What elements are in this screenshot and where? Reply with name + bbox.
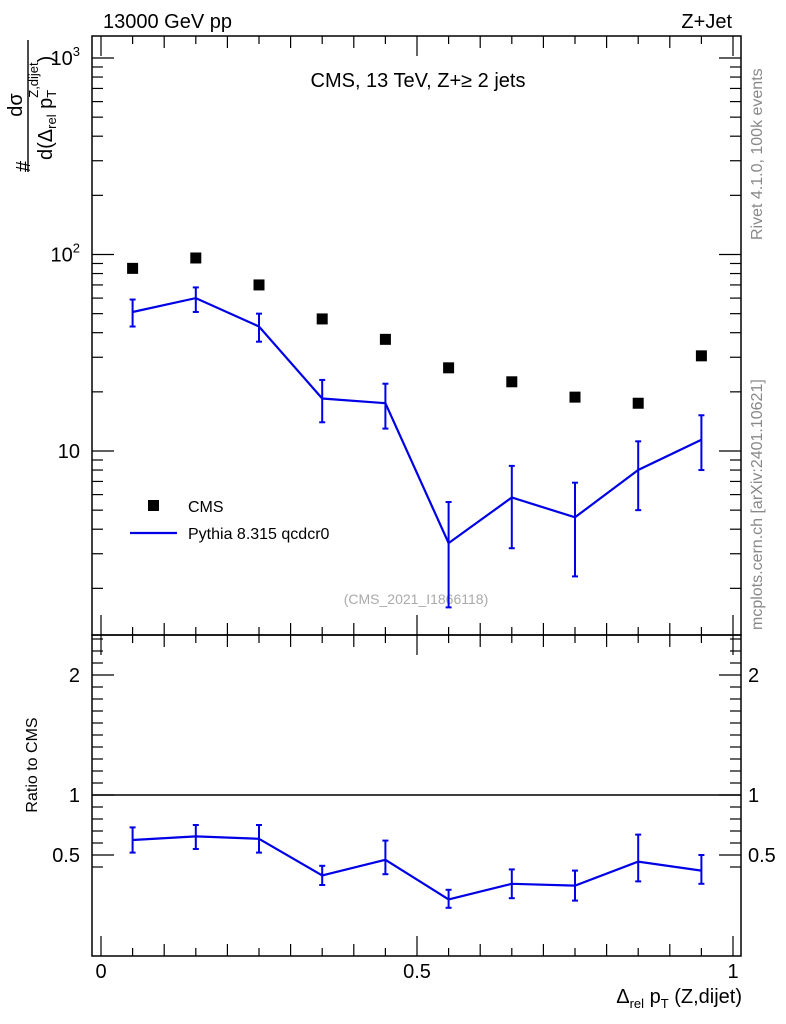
main-panel-frame — [91, 35, 742, 636]
plot-title: CMS, 13 TeV, Z+≥ 2 jets — [311, 70, 526, 92]
ratio-x-tick-labels: 0 0.5 1 — [95, 961, 738, 983]
main-y-tick-labels: 10 102 103 — [51, 44, 80, 463]
cms-data-point — [506, 376, 518, 388]
x-tick-label: 0 — [95, 961, 106, 983]
cms-data-point — [127, 262, 139, 274]
cms-data-point — [443, 362, 455, 374]
legend-cms-marker — [148, 500, 159, 511]
mcplots-label: mcplots.cern.ch [arXiv:2401.10621] — [749, 379, 766, 630]
ratio-pythia-line — [132, 835, 702, 901]
cms-data-point — [316, 313, 328, 325]
main-data-layer — [127, 252, 707, 609]
header-left: 13000 GeV pp — [103, 11, 232, 33]
legend-pythia-label: Pythia 8.315 qcdcr0 — [188, 526, 330, 543]
main-y-tick-label: 10 — [58, 441, 80, 463]
main-axis-ticks — [92, 36, 741, 635]
ratio-y-tick-labels: 0.5 0.5 1 1 2 2 — [52, 665, 776, 867]
main-y-tick-label: 103 — [51, 44, 80, 70]
cms-data-point — [253, 279, 265, 291]
ratio-y-axis-label: Ratio to CMS — [24, 717, 41, 812]
ratio-y-tick-label-right: 2 — [748, 665, 759, 687]
main-y-tick-label: 102 — [51, 241, 80, 267]
y-label-denominator: d(Δrel pTZ,dijet) — [26, 56, 59, 160]
y-label-numerator: dσ — [5, 93, 27, 117]
legend: CMS Pythia 8.315 qcdcr0 — [130, 499, 330, 543]
header-right: Z+Jet — [681, 11, 732, 33]
cms-data-point — [379, 333, 391, 345]
analysis-watermark: (CMS_2021_I1866118) — [344, 591, 489, 607]
x-tick-label: 0.5 — [403, 961, 431, 983]
x-axis-label: Δrel pT (Z,dijet) — [616, 986, 742, 1011]
ratio-data-layer — [92, 794, 741, 909]
cms-data-point — [632, 397, 644, 409]
rivet-label: Rivet 4.1.0, 100k events — [749, 68, 766, 240]
ratio-y-tick-label-right: 1 — [748, 785, 759, 807]
legend-cms-label: CMS — [188, 499, 224, 516]
ratio-y-tick-label-left: 1 — [69, 785, 80, 807]
ratio-y-tick-label-left: 0.5 — [52, 845, 80, 867]
y-label-hash: # — [13, 160, 35, 172]
ratio-y-tick-label-left: 2 — [69, 665, 80, 687]
x-tick-label: 1 — [727, 961, 738, 983]
cms-data-point — [190, 252, 202, 264]
cms-data-point — [695, 350, 707, 362]
cms-data-point — [569, 391, 581, 403]
pythia-line — [132, 296, 702, 545]
ratio-y-tick-label-right: 0.5 — [748, 845, 776, 867]
main-y-axis-label: # dσ d(Δrel pTZ,dijet) — [5, 40, 59, 172]
